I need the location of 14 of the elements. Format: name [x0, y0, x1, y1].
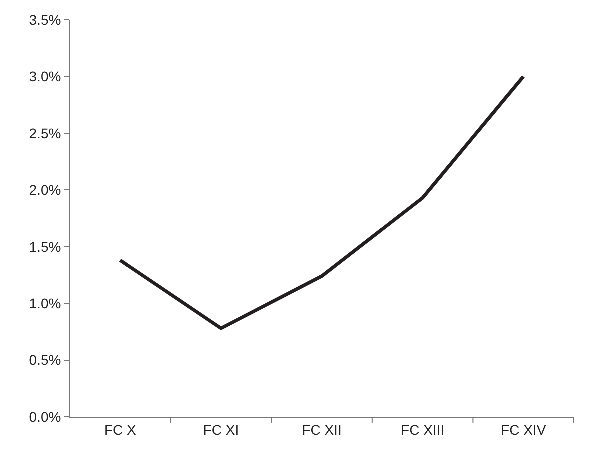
y-tick-label: 1.0% — [29, 295, 62, 312]
x-tick-label: FC X — [104, 422, 138, 438]
y-tick-label: 3.5% — [29, 12, 62, 28]
x-tick-label: FC XII — [302, 422, 342, 438]
y-tick-label: 2.5% — [29, 125, 62, 142]
y-tick-label: 3.0% — [29, 68, 62, 85]
y-tick-label: 0.5% — [29, 352, 62, 368]
x-tick-label: FC XIV — [501, 422, 547, 438]
x-tick-label: FC XIII — [401, 422, 445, 438]
x-tick-label: FC XI — [203, 422, 240, 438]
y-tick-label: 0.0% — [29, 408, 62, 425]
y-tick-label: 1.5% — [29, 238, 62, 255]
line-series — [118, 74, 526, 330]
y-tick-label: 2.0% — [29, 182, 62, 198]
